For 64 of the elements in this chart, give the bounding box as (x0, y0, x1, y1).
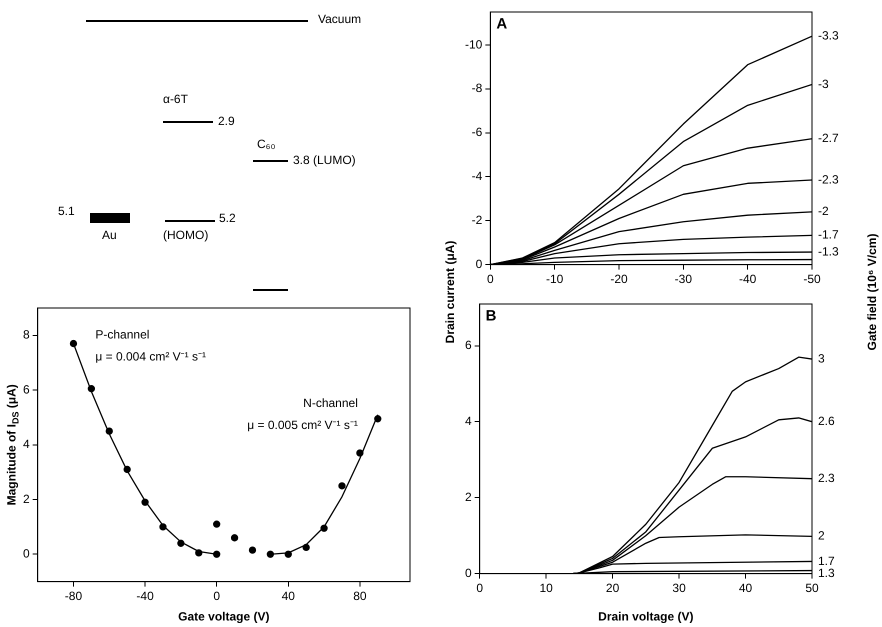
x-tick-label: -80 (64, 589, 82, 604)
y-tick-label: -6 (472, 125, 483, 140)
y-tick-label: -4 (472, 169, 483, 184)
series-label: -1.3 (818, 244, 840, 258)
y-tick-label: 2 (22, 492, 30, 506)
text: 5.2 (219, 211, 236, 225)
series-label: 2.6 (818, 414, 836, 428)
x-tick-label: 30 (672, 581, 686, 596)
text: Au (102, 228, 117, 242)
text: Vacuum (318, 12, 362, 26)
y-tick-label: -8 (472, 81, 483, 96)
x-tick-label: 20 (606, 581, 620, 596)
x-tick-label: 0 (487, 272, 494, 286)
y-tick-label: 6 (464, 338, 472, 352)
y-tick-label: 0 (22, 546, 30, 561)
series-label: 1.7 (818, 554, 836, 568)
series-label: -1.7 (818, 228, 840, 242)
series-label: -3 (818, 76, 829, 91)
x-tick-label: 50 (805, 581, 819, 596)
x-tick-label: 40 (282, 589, 296, 604)
y-tick-label: 4 (464, 414, 472, 428)
series-label: 2.3 (818, 470, 836, 485)
y-tick-label: 2 (464, 490, 472, 504)
x-tick-label: 0 (213, 589, 220, 604)
series-label: 3 (818, 351, 825, 366)
annotation: N-channel (303, 396, 358, 410)
text: (HOMO) (163, 228, 208, 242)
y2-axis-title: Gate field (10⁶ V/cm) (865, 234, 879, 350)
x-tick-label: 40 (738, 581, 753, 596)
text: α-6T (163, 92, 188, 106)
chart-title: A (496, 16, 508, 33)
y-tick-label: 8 (22, 328, 30, 342)
x-tick-label: -30 (674, 272, 692, 286)
series-label: -2.3 (818, 172, 840, 186)
text: 2.9 (218, 114, 235, 128)
series-label: 1.3 (818, 566, 836, 580)
text: 5.1 (58, 204, 75, 218)
y-tick-label: -10 (465, 37, 483, 52)
chart-title: B (486, 308, 497, 325)
text: C₆₀ (257, 137, 276, 151)
series-label: -2.7 (818, 131, 840, 146)
y-tick-label: 4 (22, 437, 30, 452)
x-tick-label: -10 (546, 272, 564, 286)
annotation: μ = 0.005 cm² V⁻¹ s⁻¹ (247, 418, 358, 432)
y-axis-title: Magnitude of IDS (μA) (4, 384, 20, 506)
x-tick-label: -50 (803, 272, 821, 286)
y-tick-label: 6 (22, 382, 30, 396)
series-label: -3.3 (818, 28, 840, 42)
y-axis-title: Drain current (μA) (443, 240, 457, 344)
text: 3.8 (LUMO) (293, 153, 356, 167)
series-label: -2 (818, 204, 829, 218)
x-tick-label: -40 (136, 589, 154, 604)
x-tick-label: 80 (353, 589, 367, 604)
annotation: P-channel (95, 328, 150, 342)
x-axis-title: Gate voltage (V) (178, 609, 270, 624)
x-axis-title: Drain voltage (V) (598, 609, 694, 624)
y-tick-label: 0 (464, 566, 472, 580)
x-tick-label: 10 (539, 581, 554, 596)
series-label: 2 (818, 528, 825, 543)
x-tick-label: -20 (610, 272, 628, 286)
y-tick-label: 0 (476, 256, 483, 271)
y-tick-label: -2 (472, 212, 483, 227)
x-tick-label: -40 (738, 272, 757, 286)
annotation: μ = 0.004 cm² V⁻¹ s⁻¹ (95, 350, 206, 364)
